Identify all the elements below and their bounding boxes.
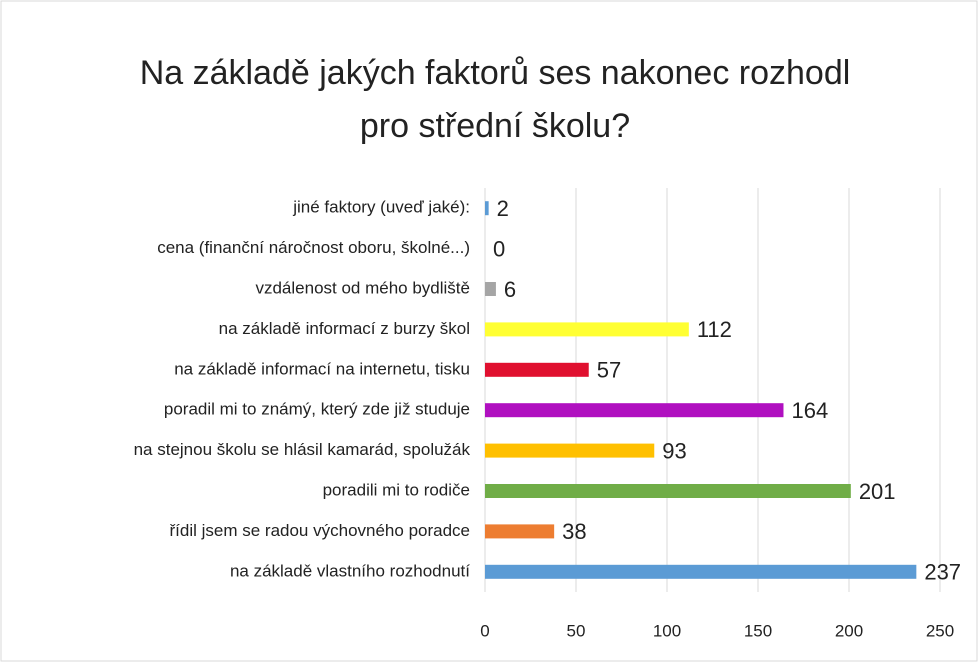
data-label: 93 <box>662 438 686 463</box>
bar <box>485 282 496 296</box>
x-tick-label: 100 <box>653 621 681 640</box>
chart-title: pro střední školu? <box>360 107 630 145</box>
bar <box>485 484 851 498</box>
y-tick-label: na základě vlastního rozhodnutí <box>230 561 470 580</box>
data-label: 112 <box>697 317 732 342</box>
x-tick-label: 50 <box>567 621 586 640</box>
y-tick-label: poradil mi to známý, který zde již studu… <box>164 400 470 419</box>
y-tick-label: jiné faktory (uveď jaké): <box>292 198 470 217</box>
bar <box>485 443 655 458</box>
data-label: 38 <box>562 519 586 544</box>
data-label: 237 <box>924 560 961 585</box>
y-tick-label: na základě informací na internetu, tisku <box>174 359 470 378</box>
y-tick-label: řídil jsem se radou výchovného poradce <box>170 521 471 540</box>
y-tick-label: vzdálenost od mého bydliště <box>255 278 470 297</box>
y-tick-label: poradili mi to rodiče <box>323 480 470 499</box>
bar <box>485 322 689 337</box>
x-tick-label: 0 <box>480 621 489 640</box>
chart-title: Na základě jakých faktorů ses nakonec ro… <box>140 54 851 92</box>
data-label: 57 <box>597 358 621 383</box>
data-label: 201 <box>859 479 896 504</box>
y-tick-label: na základě informací z burzy škol <box>219 319 470 338</box>
data-label: 6 <box>504 277 516 302</box>
bar <box>485 564 917 579</box>
data-label: 0 <box>493 236 505 261</box>
bar <box>485 201 489 216</box>
y-tick-label: na stejnou školu se hlásil kamarád, spol… <box>134 440 471 459</box>
x-tick-label: 250 <box>926 621 954 640</box>
bar <box>485 403 784 418</box>
x-tick-label: 150 <box>744 621 772 640</box>
x-tick-label: 200 <box>835 621 863 640</box>
data-label: 164 <box>791 398 828 423</box>
data-label: 2 <box>497 196 509 221</box>
bar <box>485 524 555 539</box>
y-tick-label: cena (finanční náročnost oboru, školné..… <box>157 238 470 257</box>
bar <box>485 362 589 377</box>
